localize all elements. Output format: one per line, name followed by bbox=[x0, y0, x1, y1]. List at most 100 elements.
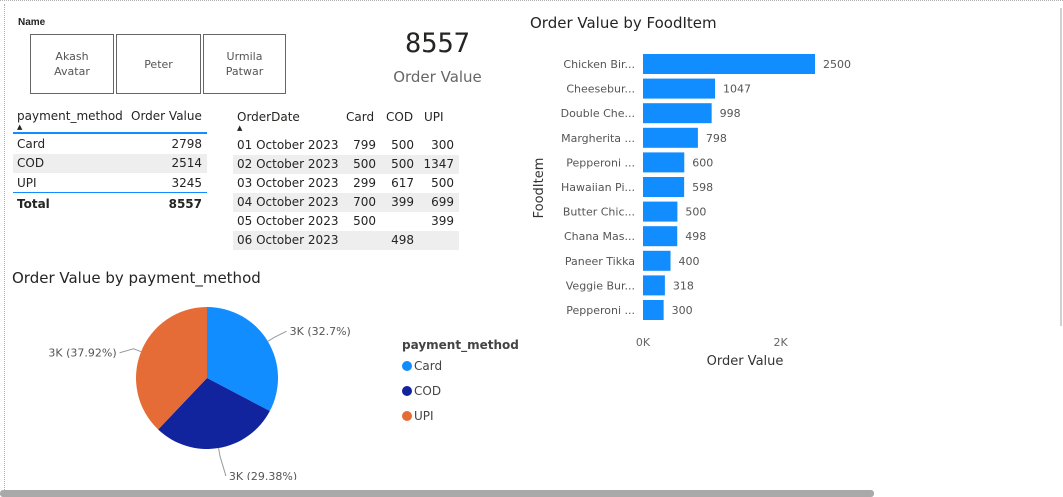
pie-data-label: 3K (29.38%) bbox=[229, 470, 297, 480]
slicer-item-urmila-patwar[interactable]: Urmila Patwar bbox=[203, 34, 286, 94]
bar-data-label: 318 bbox=[673, 279, 694, 292]
bar-data-label: 2500 bbox=[823, 58, 851, 71]
bar[interactable] bbox=[643, 127, 698, 148]
legend-marker bbox=[402, 361, 412, 371]
table-cell-value: 2798 bbox=[171, 137, 202, 151]
legend-label: COD bbox=[414, 384, 442, 398]
bar-chart: Chicken Bir... 2500 Cheesebur... 1047 Double… bbox=[532, 54, 851, 369]
x-axis-title: Order Value bbox=[707, 354, 784, 369]
slicer-item-akash-avatar[interactable]: Akash Avatar bbox=[30, 34, 114, 94]
legend-marker bbox=[402, 411, 412, 421]
pie-slice-card[interactable] bbox=[207, 307, 278, 412]
slicer-item-label: Urmila bbox=[226, 50, 263, 63]
table-row[interactable] bbox=[233, 193, 459, 212]
kpi-value: 8557 bbox=[404, 28, 471, 59]
table-cell-date: 04 October 2023 bbox=[237, 195, 339, 209]
bar-data-label: 598 bbox=[692, 181, 713, 194]
table-cell-method: Card bbox=[17, 137, 46, 151]
kpi-label: Order Value bbox=[393, 68, 482, 86]
y-tick-label: Pepperoni ... bbox=[566, 156, 635, 169]
table-row[interactable] bbox=[233, 155, 459, 174]
bar[interactable] bbox=[643, 250, 671, 271]
table-cell-upi: 399 bbox=[431, 214, 454, 228]
column-header-upi[interactable]: UPI bbox=[424, 110, 444, 124]
sort-ascending-icon[interactable]: ▲ bbox=[17, 123, 23, 131]
pie-chart: 3K (32.7%) 3K (29.38%) 3K (37.92%) bbox=[48, 307, 351, 480]
pie-slice-cod[interactable] bbox=[158, 378, 270, 449]
slicer-item-label: Akash bbox=[55, 50, 89, 63]
bar[interactable] bbox=[643, 103, 712, 124]
column-header-payment-method[interactable]: payment_method bbox=[17, 109, 123, 123]
y-tick-label: Margherita ... bbox=[561, 132, 635, 145]
table-cell-upi: 699 bbox=[431, 195, 454, 209]
table-cell-cod: 399 bbox=[391, 195, 414, 209]
column-header-cod[interactable]: COD bbox=[386, 110, 414, 124]
bar[interactable] bbox=[643, 300, 664, 320]
y-tick-label: Hawaiian Pi... bbox=[561, 181, 635, 194]
bar-chart-title: Order Value by FoodItem bbox=[530, 14, 717, 32]
pie-data-label: 3K (32.7%) bbox=[290, 325, 351, 338]
bar[interactable] bbox=[643, 78, 716, 99]
table-row[interactable] bbox=[233, 231, 459, 250]
bar[interactable] bbox=[643, 201, 678, 222]
x-tick-label: 2K bbox=[773, 336, 788, 349]
visual-border-top bbox=[0, 0, 1063, 4]
bar-data-label: 1047 bbox=[723, 83, 751, 96]
y-tick-label: Chicken Bir... bbox=[563, 58, 635, 71]
table-cell-card: 799 bbox=[353, 138, 376, 152]
pie-chart-title: Order Value by payment_method bbox=[12, 269, 261, 287]
table-cell-method: UPI bbox=[17, 176, 37, 190]
legend-title: payment_method bbox=[402, 338, 519, 352]
bar[interactable] bbox=[643, 152, 685, 173]
legend-marker bbox=[402, 386, 412, 396]
column-header-orderdate[interactable]: OrderDate bbox=[237, 110, 300, 124]
bar-data-label: 600 bbox=[692, 156, 713, 169]
column-header-card[interactable]: Card bbox=[346, 110, 375, 124]
table-row[interactable] bbox=[13, 154, 207, 173]
bar-data-label: 498 bbox=[685, 230, 706, 243]
y-axis-title: FoodItem bbox=[532, 158, 547, 219]
y-tick-label: Pepperoni ... bbox=[566, 304, 635, 317]
bar-data-label: 300 bbox=[672, 304, 693, 317]
horizontal-scrollbar[interactable] bbox=[0, 490, 874, 497]
legend-item-card[interactable]: Card bbox=[402, 359, 442, 373]
slicer-item-label: Avatar bbox=[54, 65, 90, 78]
sort-ascending-icon[interactable]: ▲ bbox=[237, 124, 243, 132]
visual-border-left bbox=[4, 4, 5, 490]
total-value: 8557 bbox=[168, 197, 202, 211]
table-cell-card: 500 bbox=[353, 157, 376, 171]
table-cell-upi: 500 bbox=[431, 176, 454, 190]
pie-leader-line bbox=[218, 447, 227, 477]
pie-leader-line bbox=[119, 348, 142, 354]
legend-label: Card bbox=[414, 359, 443, 373]
table-cell-cod: 500 bbox=[391, 157, 414, 171]
table-cell-method: COD bbox=[17, 156, 45, 170]
legend-item-cod[interactable]: COD bbox=[402, 384, 441, 398]
bar[interactable] bbox=[643, 275, 665, 296]
pie-slice-upi[interactable] bbox=[136, 307, 207, 430]
table-cell-card: 500 bbox=[353, 214, 376, 228]
bar[interactable] bbox=[643, 54, 815, 74]
slicer-title: Name bbox=[18, 17, 46, 28]
table-cell-date: 02 October 2023 bbox=[237, 157, 339, 171]
bar[interactable] bbox=[643, 177, 685, 197]
y-tick-label: Double Che... bbox=[561, 107, 635, 120]
table-cell-date: 03 October 2023 bbox=[237, 176, 339, 190]
table-cell-value: 3245 bbox=[171, 176, 202, 190]
table-cell-cod: 500 bbox=[391, 138, 414, 152]
column-header-order-value[interactable]: Order Value bbox=[131, 109, 202, 123]
bar[interactable] bbox=[643, 226, 678, 247]
slicer-item-peter[interactable]: Peter bbox=[116, 34, 201, 94]
y-tick-label: Chana Mas... bbox=[564, 230, 635, 243]
table-cell-upi: 1347 bbox=[423, 157, 454, 171]
table-cell-cod: 617 bbox=[391, 176, 414, 190]
slicer-item-label: Peter bbox=[144, 57, 173, 71]
table-cell-cod: 498 bbox=[391, 233, 414, 247]
legend-item-upi[interactable]: UPI bbox=[402, 409, 434, 423]
table-cell-date: 06 October 2023 bbox=[237, 233, 339, 247]
y-tick-label: Butter Chic... bbox=[563, 206, 635, 219]
table-cell-upi: 300 bbox=[431, 138, 454, 152]
table-cell-card: 299 bbox=[353, 176, 376, 190]
bar-data-label: 798 bbox=[706, 132, 727, 145]
table-cell-card: 700 bbox=[353, 195, 376, 209]
